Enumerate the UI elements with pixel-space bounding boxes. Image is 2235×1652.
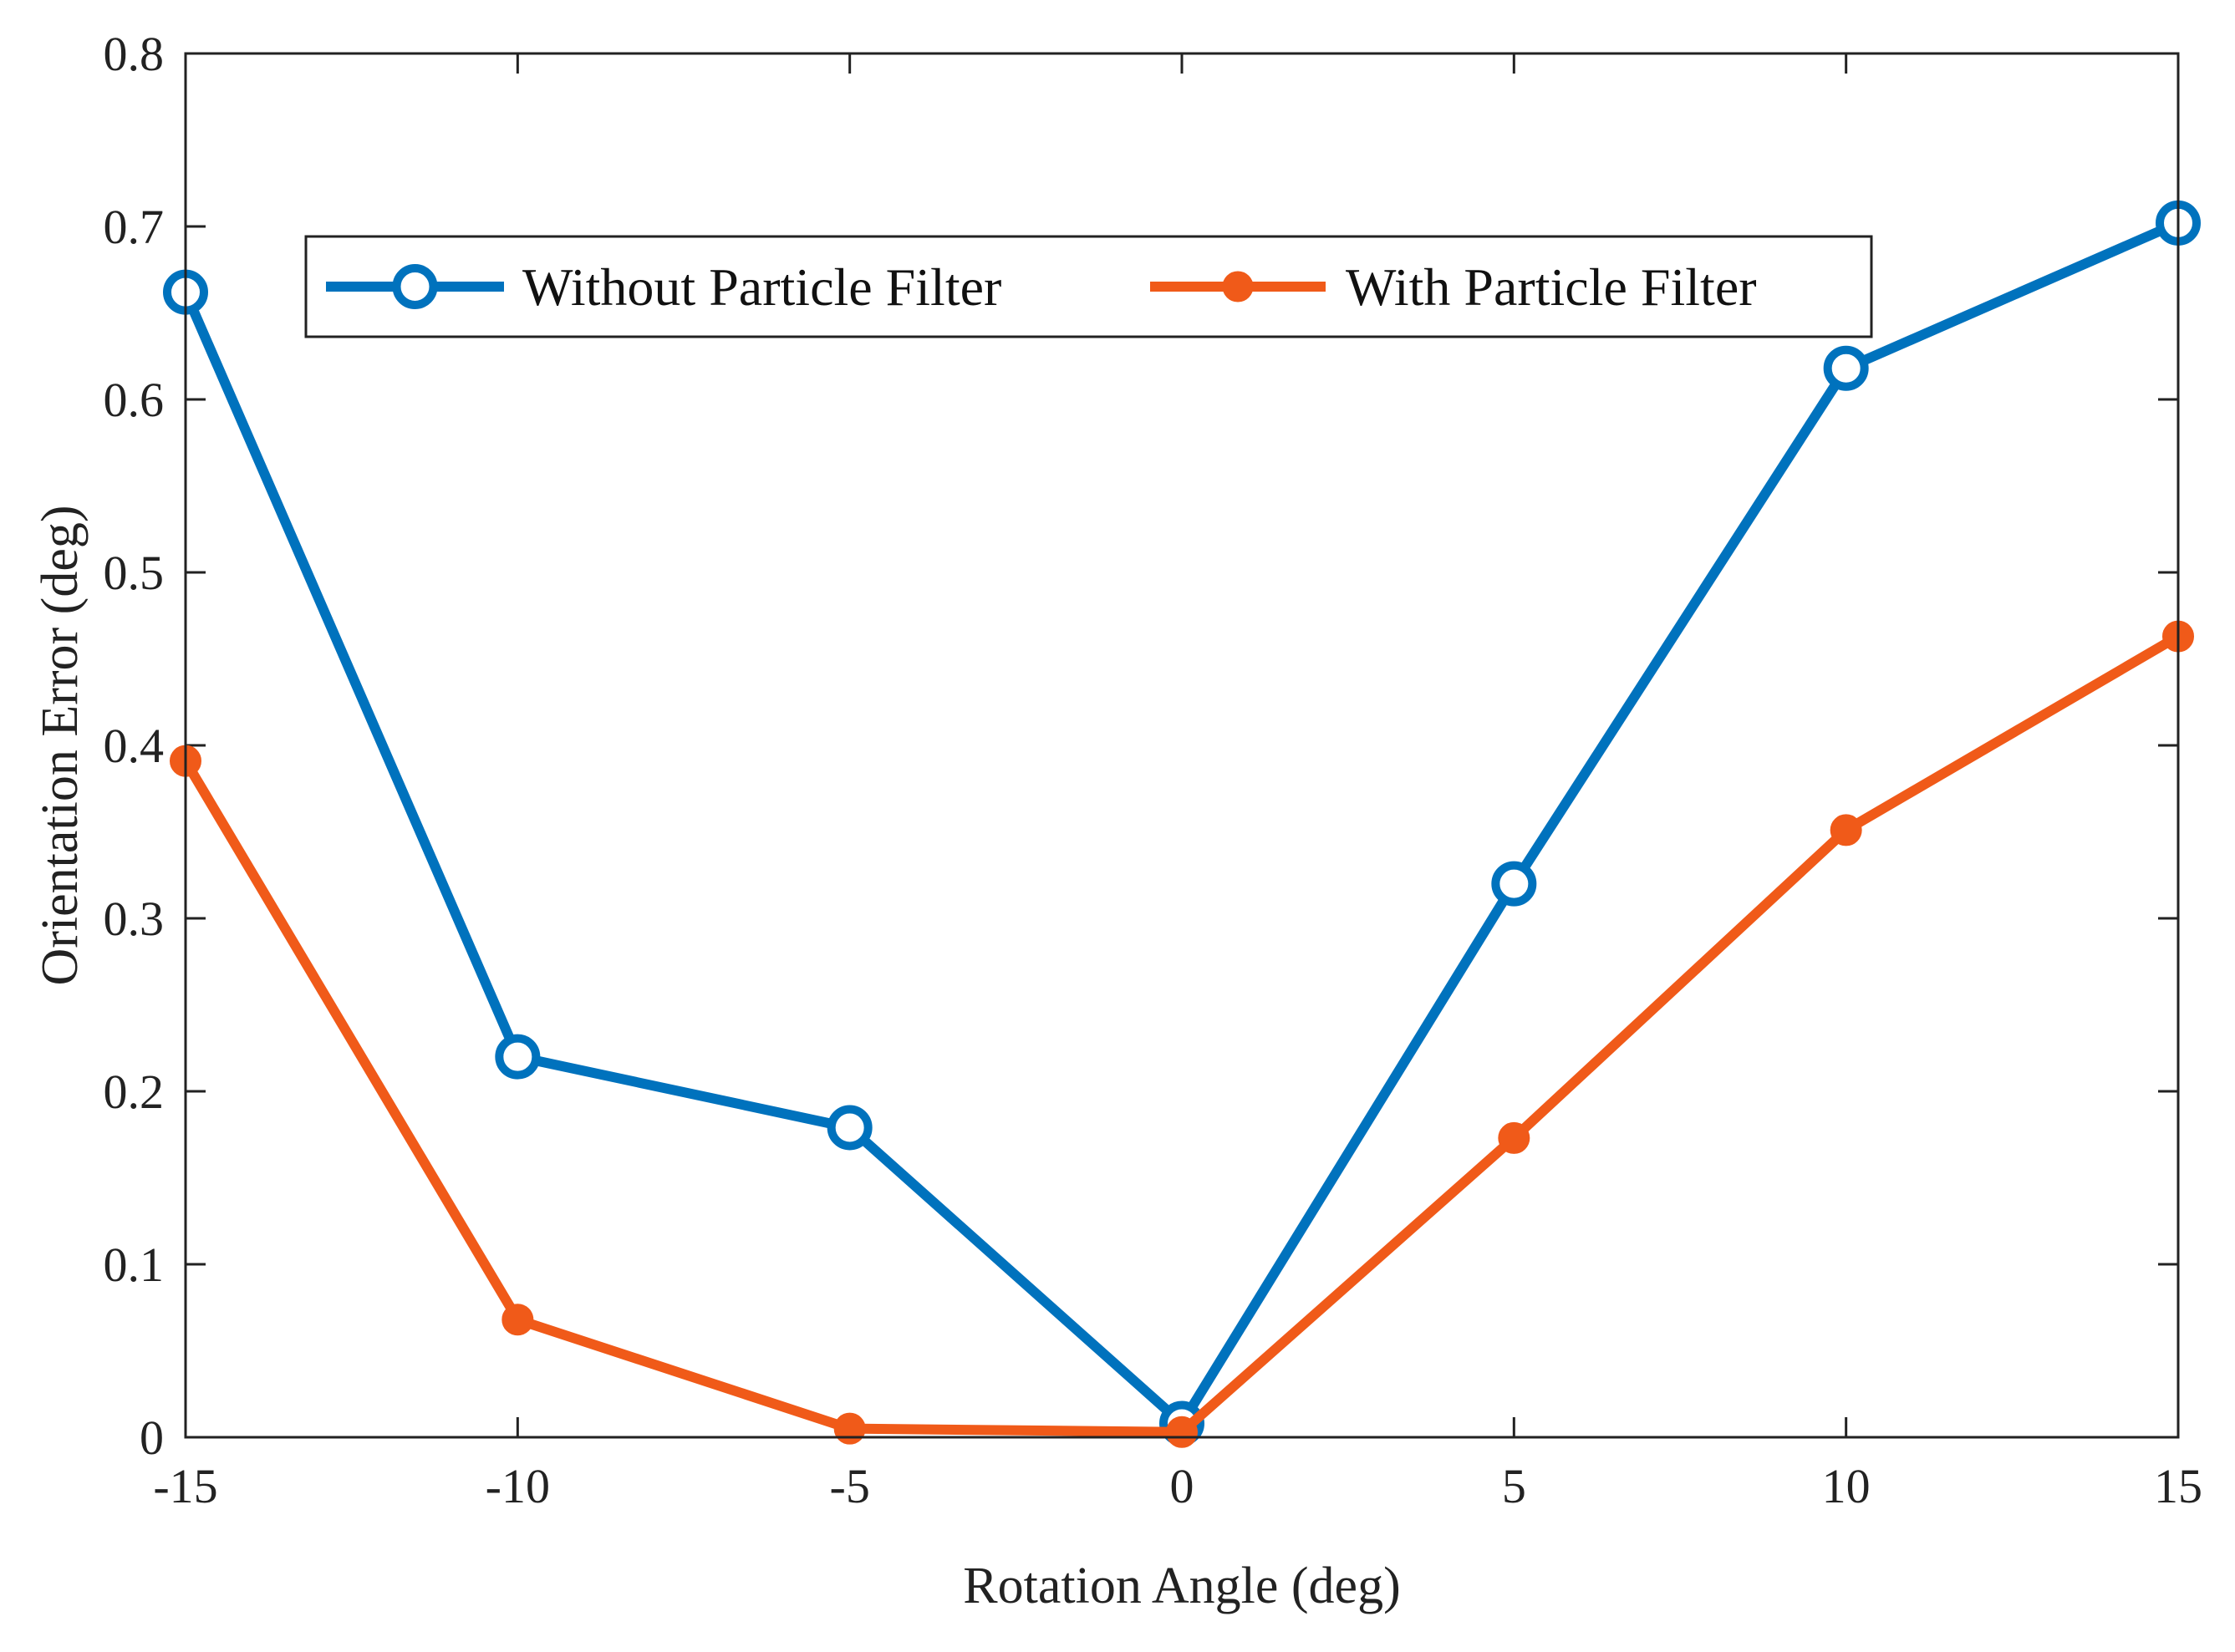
x-axis-label: Rotation Angle (deg): [963, 1558, 1400, 1614]
x-tick-label: 0: [1170, 1459, 1194, 1513]
tick-labels-layer: -15 -10 -5 0 5 10 15 0 0.1 0.2 0.3 0.4 0.5 0.6 0.7 0.8: [104, 27, 2203, 1513]
y-axis-label: Orientation Error (deg): [32, 506, 89, 986]
data-point: [1166, 1416, 1198, 1448]
series-line-with-particle-filter: [181, 631, 2183, 1437]
legend-box: [304, 235, 1873, 338]
data-point: [1823, 345, 1869, 391]
data-point: [833, 1412, 866, 1445]
legend: Without Particle Filter With Particle Fi…: [304, 235, 1873, 338]
x-tick-label: 10: [1822, 1459, 1871, 1513]
x-tick-label: -10: [486, 1459, 550, 1513]
data-point: [1498, 1121, 1530, 1154]
y-tick-label: 0.8: [104, 27, 165, 81]
data-point: [501, 1304, 534, 1336]
series-without-particle-filter: [163, 200, 2201, 1446]
legend-marker-with-particle-filter: [1222, 271, 1254, 302]
y-tick-label: 0.7: [104, 200, 165, 254]
y-tick-label: 0.1: [104, 1238, 165, 1292]
data-point: [827, 1105, 873, 1151]
data-point: [495, 1034, 541, 1080]
y-tick-label: 0.5: [104, 546, 165, 600]
x-tick-label: 15: [2154, 1459, 2202, 1513]
y-tick-label: 0: [140, 1411, 164, 1465]
x-tick-label: -5: [830, 1459, 870, 1513]
y-tick-label: 0.3: [104, 892, 165, 946]
series-layer: [163, 200, 2201, 1448]
x-tick-label: 5: [1502, 1459, 1526, 1513]
legend-marker-without-particle-filter: [392, 264, 438, 309]
series-with-particle-filter: [170, 620, 2194, 1448]
plot-frame: [184, 52, 2180, 1439]
legend-label-with-particle-filter: With Particle Filter: [1346, 257, 1757, 317]
data-point: [1491, 861, 1537, 907]
legend-label-without-particle-filter: Without Particle Filter: [522, 257, 1001, 317]
data-point: [1830, 814, 1862, 846]
y-tick-label: 0.2: [104, 1065, 165, 1119]
y-tick-label: 0.4: [104, 719, 165, 773]
y-tick-label: 0.6: [104, 373, 165, 427]
series-line-without-particle-filter: [181, 217, 2183, 1429]
x-tick-label: -15: [153, 1459, 217, 1513]
